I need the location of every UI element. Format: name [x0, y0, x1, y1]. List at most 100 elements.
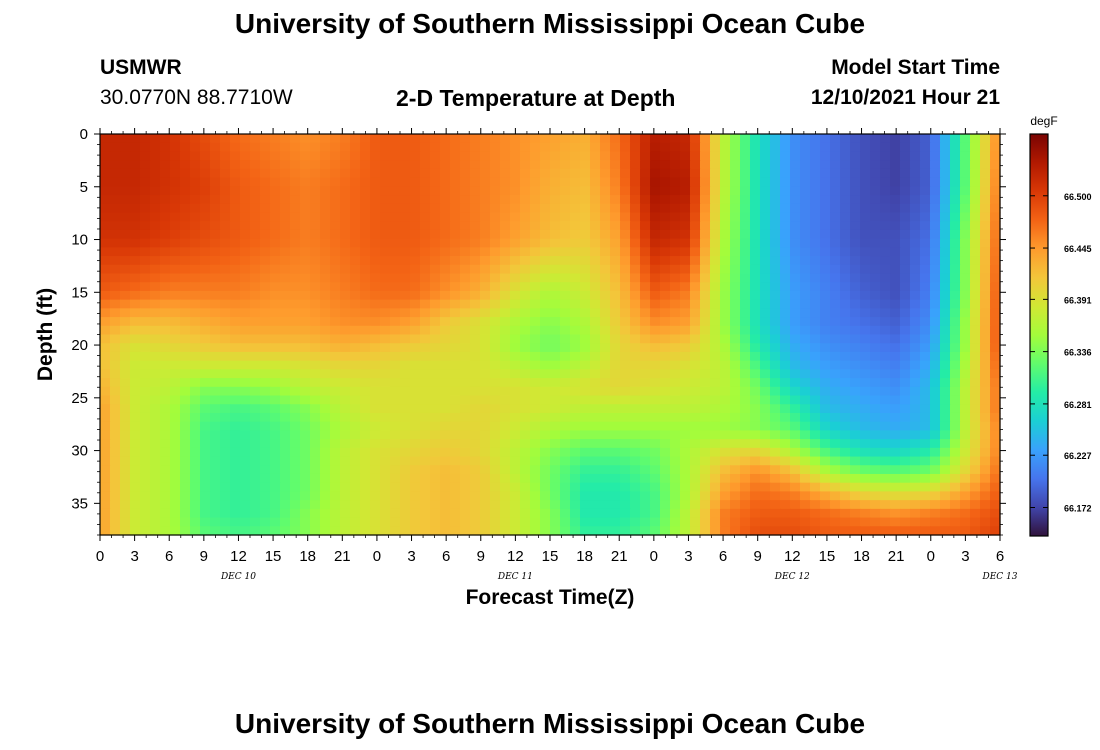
heatmap-cell — [850, 325, 861, 336]
heatmap-cell — [210, 273, 221, 283]
heatmap-cell — [250, 369, 261, 379]
heatmap-cell — [760, 334, 771, 344]
heatmap-cell — [710, 447, 721, 458]
heatmap-cell — [780, 221, 791, 231]
heatmap-cell — [360, 134, 371, 144]
heatmap-cell — [360, 395, 371, 405]
heatmap-cell — [110, 447, 121, 458]
heatmap-cell — [900, 247, 911, 257]
heatmap-cell — [570, 334, 581, 344]
x-tick-label: 9 — [477, 548, 485, 565]
heatmap-cell — [810, 508, 821, 519]
heatmap-cell — [820, 395, 831, 405]
heatmap-cell — [940, 142, 951, 153]
heatmap-cell — [430, 439, 441, 449]
heatmap-cell — [830, 517, 841, 527]
heatmap-cell — [720, 508, 731, 519]
heatmap-cell — [890, 412, 901, 423]
heatmap-cell — [560, 508, 571, 519]
heatmap-cell — [630, 160, 641, 170]
heatmap-cell — [420, 351, 431, 362]
heatmap-cell — [130, 369, 141, 379]
heatmap-cell — [390, 439, 401, 449]
heatmap-cell — [300, 421, 311, 431]
heatmap-cell — [360, 290, 371, 301]
heatmap-cell — [880, 186, 891, 196]
heatmap-cell — [810, 229, 821, 240]
heatmap-cell — [490, 186, 501, 196]
heatmap-cell — [590, 229, 601, 240]
heatmap-cell — [260, 221, 271, 231]
heatmap-cell — [750, 473, 761, 484]
heatmap-cell — [890, 343, 901, 353]
heatmap-cell — [680, 473, 691, 484]
heatmap-cell — [810, 378, 821, 388]
heatmap-cell — [910, 134, 921, 144]
heatmap-cell — [920, 343, 931, 353]
heatmap-cell — [700, 500, 711, 510]
heatmap-cell — [660, 221, 671, 231]
heatmap-cell — [230, 273, 241, 283]
heatmap-cell — [120, 482, 131, 493]
heatmap-cell — [870, 264, 881, 275]
heatmap-cell — [870, 299, 881, 309]
heatmap-cell — [710, 404, 721, 414]
heatmap-cell — [440, 482, 451, 493]
heatmap-cell — [770, 430, 781, 440]
heatmap-cell — [490, 308, 501, 318]
heatmap-cell — [770, 369, 781, 379]
heatmap-cell — [680, 517, 691, 527]
heatmap-cell — [270, 221, 281, 231]
heatmap-cell — [640, 517, 651, 527]
heatmap-cell — [120, 203, 131, 214]
heatmap-cell — [160, 256, 171, 266]
heatmap-cell — [240, 195, 251, 205]
heatmap-cell — [780, 203, 791, 214]
heatmap-cell — [190, 195, 201, 205]
heatmap-cell — [980, 395, 991, 405]
heatmap-cell — [760, 151, 771, 161]
heatmap-cell — [870, 273, 881, 283]
heatmap-cell — [960, 195, 971, 205]
heatmap-cell — [720, 203, 731, 214]
heatmap-cell — [540, 134, 551, 144]
heatmap-cell — [420, 517, 431, 527]
heatmap-cell — [520, 395, 531, 405]
heatmap-cell — [900, 473, 911, 484]
heatmap-cell — [340, 317, 351, 327]
heatmap-cell — [250, 473, 261, 484]
heatmap-cell — [190, 412, 201, 423]
heatmap-cell — [940, 430, 951, 440]
heatmap-cell — [480, 473, 491, 484]
heatmap-cell — [690, 473, 701, 484]
heatmap-cell — [570, 238, 581, 248]
heatmap-cell — [580, 256, 591, 266]
heatmap-cell — [490, 378, 501, 388]
heatmap-cell — [550, 473, 561, 484]
heatmap-cell — [480, 308, 491, 318]
heatmap-cell — [450, 195, 461, 205]
heatmap-cell — [270, 439, 281, 449]
heatmap-cell — [500, 308, 511, 318]
heatmap-cell — [790, 351, 801, 362]
heatmap-cell — [130, 238, 141, 248]
heatmap-cell — [800, 325, 811, 336]
heatmap-cell — [960, 412, 971, 423]
heatmap-cell — [180, 386, 191, 397]
heatmap-cell — [720, 369, 731, 379]
heatmap-cell — [620, 238, 631, 248]
heatmap-cell — [590, 343, 601, 353]
heatmap-cell — [100, 325, 111, 336]
heatmap-cell — [920, 412, 931, 423]
heatmap-cell — [720, 500, 731, 510]
heatmap-cell — [390, 317, 401, 327]
heatmap-chart: 0 3 6 9 12 15 18 21 0 3 6 9 12 15 18 21 0 3 6 9 12 15 18 21 0 3 6D… — [34, 114, 1092, 609]
heatmap-cell — [510, 465, 521, 475]
heatmap-cell — [390, 134, 401, 144]
heatmap-cell — [170, 160, 181, 170]
heatmap-cell — [330, 343, 341, 353]
heatmap-cell — [150, 273, 161, 283]
heatmap-cell — [660, 447, 671, 458]
heatmap-cell — [170, 343, 181, 353]
heatmap-cell — [850, 229, 861, 240]
